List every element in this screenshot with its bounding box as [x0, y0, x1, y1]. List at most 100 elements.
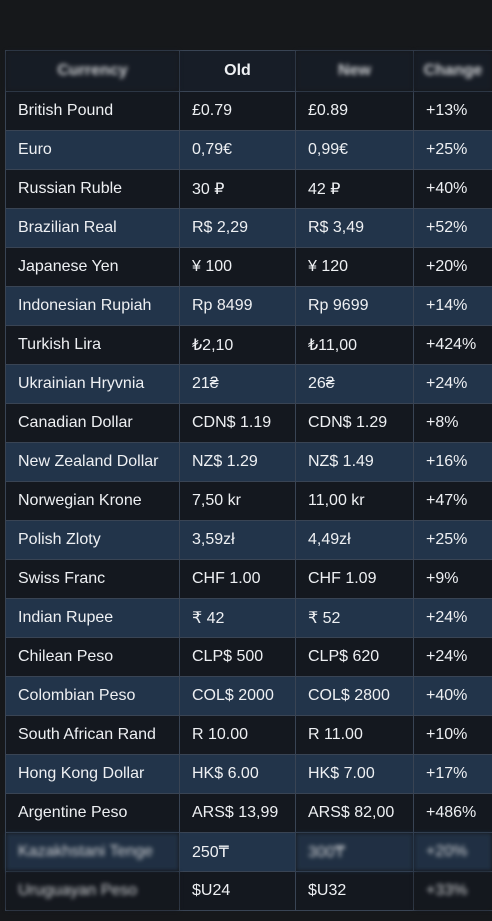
table-row: Euro 0,79€ 0,99€ +25% [5, 130, 492, 170]
cell-old-price: R 10.00 [179, 715, 296, 755]
cell-change: +424% [413, 325, 492, 365]
cell-old-price: ₺2,10 [179, 325, 296, 365]
cell-currency: New Zealand Dollar [5, 442, 180, 482]
cell-new-price: Rp 9699 [295, 286, 414, 326]
table-row: Indian Rupee ₹ 42 ₹ 52 +24% [5, 598, 492, 638]
table-row: Brazilian Real R$ 2,29 R$ 3,49 +52% [5, 208, 492, 248]
cell-old-price: NZ$ 1.29 [179, 442, 296, 482]
cell-currency: Polish Zloty [5, 520, 180, 560]
cell-change: +13% [413, 91, 492, 131]
cell-change: +486% [413, 793, 492, 833]
cell-change: +17% [413, 754, 492, 794]
cell-change: +16% [413, 442, 492, 482]
cell-new-price: R 11.00 [295, 715, 414, 755]
cell-old-price: 0,79€ [179, 130, 296, 170]
cell-old-price: CHF 1.00 [179, 559, 296, 599]
price-table: Currency Old New Change British Pound £0… [5, 50, 492, 911]
table-row: Japanese Yen ¥ 100 ¥ 120 +20% [5, 247, 492, 287]
cell-currency: Japanese Yen [5, 247, 180, 287]
cell-currency: Kazakhstani Tenge [5, 832, 180, 872]
cell-change: +33% [413, 871, 492, 911]
cell-change: +40% [413, 676, 492, 716]
cell-currency: Norwegian Krone [5, 481, 180, 521]
table-row: New Zealand Dollar NZ$ 1.29 NZ$ 1.49 +16… [5, 442, 492, 482]
table-row: Swiss Franc CHF 1.00 CHF 1.09 +9% [5, 559, 492, 599]
cell-new-price: CLP$ 620 [295, 637, 414, 677]
cell-new-price: 11,00 kr [295, 481, 414, 521]
cell-currency: Canadian Dollar [5, 403, 180, 443]
cell-change: +9% [413, 559, 492, 599]
cell-currency: Indonesian Rupiah [5, 286, 180, 326]
cell-currency: British Pound [5, 91, 180, 131]
cell-new-price: ₺11,00 [295, 325, 414, 365]
cell-new-price: 42 ₽ [295, 169, 414, 209]
cell-new-price: COL$ 2800 [295, 676, 414, 716]
cell-currency: Brazilian Real [5, 208, 180, 248]
cell-new-price: ¥ 120 [295, 247, 414, 287]
cell-old-price: ARS$ 13,99 [179, 793, 296, 833]
cell-change: +20% [413, 832, 492, 872]
table-row: Argentine Peso ARS$ 13,99 ARS$ 82,00 +48… [5, 793, 492, 833]
cell-old-price: 7,50 kr [179, 481, 296, 521]
cell-old-price: CLP$ 500 [179, 637, 296, 677]
cell-old-price: 3,59zł [179, 520, 296, 560]
cell-change: +24% [413, 637, 492, 677]
cell-new-price: £0.89 [295, 91, 414, 131]
cell-new-price: HK$ 7.00 [295, 754, 414, 794]
column-header-currency: Currency [5, 50, 180, 92]
cell-currency: Colombian Peso [5, 676, 180, 716]
column-header-new: New [295, 50, 414, 92]
cell-new-price: ARS$ 82,00 [295, 793, 414, 833]
table-row: Chilean Peso CLP$ 500 CLP$ 620 +24% [5, 637, 492, 677]
cell-old-price: 250₸ [179, 832, 296, 872]
table-row: Hong Kong Dollar HK$ 6.00 HK$ 7.00 +17% [5, 754, 492, 794]
cell-currency: Uruguayan Peso [5, 871, 180, 911]
cell-new-price: CDN$ 1.29 [295, 403, 414, 443]
table-row: Indonesian Rupiah Rp 8499 Rp 9699 +14% [5, 286, 492, 326]
cell-new-price: NZ$ 1.49 [295, 442, 414, 482]
cell-old-price: HK$ 6.00 [179, 754, 296, 794]
cell-old-price: CDN$ 1.19 [179, 403, 296, 443]
cell-currency: Swiss Franc [5, 559, 180, 599]
cell-old-price: 21₴ [179, 364, 296, 404]
column-header-old: Old [179, 50, 296, 92]
cell-change: +25% [413, 520, 492, 560]
cell-change: +47% [413, 481, 492, 521]
cell-currency: Hong Kong Dollar [5, 754, 180, 794]
cell-currency: Indian Rupee [5, 598, 180, 638]
cell-new-price: 0,99€ [295, 130, 414, 170]
header-row: Currency Old New Change [5, 50, 492, 92]
cell-currency: Euro [5, 130, 180, 170]
cell-new-price: CHF 1.09 [295, 559, 414, 599]
cell-change: +10% [413, 715, 492, 755]
cell-new-price: 26₴ [295, 364, 414, 404]
table-row: Russian Ruble 30 ₽ 42 ₽ +40% [5, 169, 492, 209]
cell-old-price: COL$ 2000 [179, 676, 296, 716]
table-row: South African Rand R 10.00 R 11.00 +10% [5, 715, 492, 755]
table-row: Norwegian Krone 7,50 kr 11,00 kr +47% [5, 481, 492, 521]
cell-change: +8% [413, 403, 492, 443]
cell-change: +25% [413, 130, 492, 170]
table-row: Colombian Peso COL$ 2000 COL$ 2800 +40% [5, 676, 492, 716]
cell-change: +52% [413, 208, 492, 248]
cell-change: +40% [413, 169, 492, 209]
cell-change: +14% [413, 286, 492, 326]
cell-old-price: ¥ 100 [179, 247, 296, 287]
table-row: Ukrainian Hryvnia 21₴ 26₴ +24% [5, 364, 492, 404]
table-row: Turkish Lira ₺2,10 ₺11,00 +424% [5, 325, 492, 365]
cell-currency: Argentine Peso [5, 793, 180, 833]
cell-new-price: ₹ 52 [295, 598, 414, 638]
cell-new-price: R$ 3,49 [295, 208, 414, 248]
cell-new-price: $U32 [295, 871, 414, 911]
cell-currency: South African Rand [5, 715, 180, 755]
cell-change: +24% [413, 598, 492, 638]
cell-old-price: 30 ₽ [179, 169, 296, 209]
table-row: Canadian Dollar CDN$ 1.19 CDN$ 1.29 +8% [5, 403, 492, 443]
cell-currency: Russian Ruble [5, 169, 180, 209]
table-row: British Pound £0.79 £0.89 +13% [5, 91, 492, 131]
cell-old-price: $U24 [179, 871, 296, 911]
cell-currency: Ukrainian Hryvnia [5, 364, 180, 404]
cell-new-price: 300₸ [295, 832, 414, 872]
cell-old-price: ₹ 42 [179, 598, 296, 638]
